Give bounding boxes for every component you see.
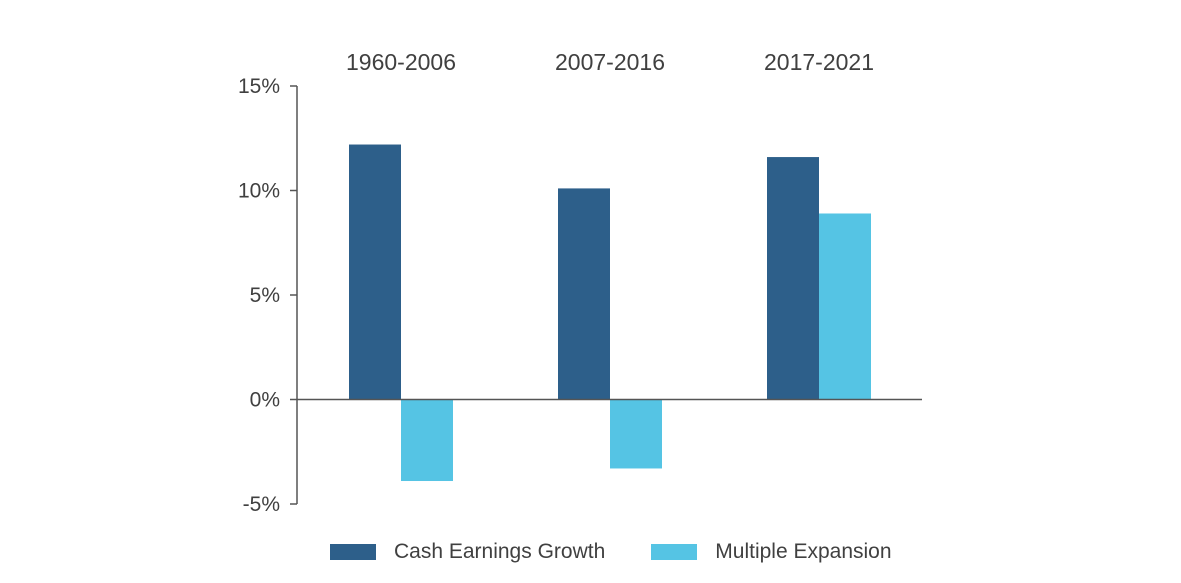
bars-group [349, 144, 871, 482]
legend-label-multiple-expansion: Multiple Expansion [715, 540, 892, 563]
bar-cash-earnings-growth-2007-2016 [558, 188, 610, 400]
y-tick-label: 15% [238, 75, 280, 98]
bar-cash-earnings-growth-1960-2006 [349, 144, 401, 400]
category-label: 2007-2016 [555, 49, 665, 75]
legend-label-cash-earnings-growth: Cash Earnings Growth [394, 540, 606, 563]
y-tick-label: 0% [250, 389, 280, 412]
y-tick-label: 5% [250, 284, 280, 307]
bar-multiple-expansion-2007-2016 [610, 399, 662, 469]
category-labels-group: 1960-2006 2007-2016 2017-2021 [346, 49, 874, 75]
legend-swatch-cash-earnings-growth [330, 544, 376, 560]
y-tick-label: 10% [238, 180, 280, 203]
legend: Cash Earnings Growth Multiple Expansion [330, 540, 938, 564]
y-ticks-group: -5% 0% 5% 10% 15% [238, 75, 297, 516]
category-label: 1960-2006 [346, 49, 456, 75]
legend-item-multiple-expansion: Multiple Expansion [651, 540, 892, 564]
bar-multiple-expansion-1960-2006 [401, 399, 453, 482]
category-label: 2017-2021 [764, 49, 874, 75]
y-tick-label: -5% [243, 493, 280, 516]
legend-item-cash-earnings-growth: Cash Earnings Growth [330, 540, 605, 564]
bar-cash-earnings-growth-2017-2021 [767, 157, 819, 400]
bar-multiple-expansion-2017-2021 [819, 213, 871, 400]
legend-swatch-multiple-expansion [651, 544, 698, 560]
